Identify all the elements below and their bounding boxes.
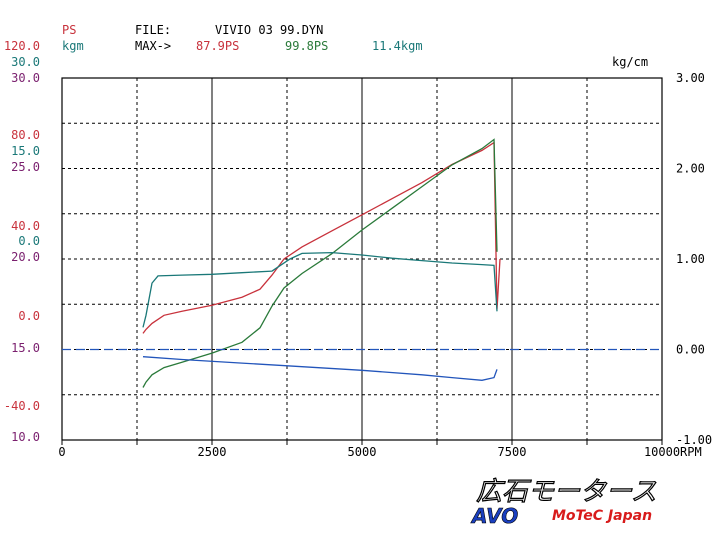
right-axis-unit: kg/cm [612,55,648,69]
boost-line [142,356,498,381]
max-ps-value: 87.9PS [196,39,239,53]
logo-avo-text: AVO [470,504,518,528]
left-tick-label: 15.0 [11,144,40,158]
right-tick-label: 3.00 [676,71,705,85]
left-tick-label: 0.0 [18,234,40,248]
left-tick-label: 10.0 [11,430,40,444]
right-tick-label: 1.00 [676,252,705,266]
left-tick-label: 40.0 [11,219,40,233]
logo-motec-text: MoTeC Japan [552,508,652,524]
file-label: FILE: [135,23,171,37]
left-tick-label: 80.0 [11,128,40,142]
green-line [142,138,498,388]
x-axis-labels: 0 2500 5000 7500 10000 [58,445,680,459]
x-tick-label: 10000 [644,445,680,459]
left-tick-label: -40.0 [4,399,40,413]
left-tick-label: 30.0 [11,55,40,69]
logo: 広石モータース AVO MoTeC Japan [470,476,658,528]
x-axis-title: RPM [680,445,702,459]
logo-japanese-text: 広石モータース [476,477,657,507]
right-tick-label: 2.00 [676,162,705,176]
ps-line [142,141,501,334]
right-axis-labels: 3.00 2.00 1.00 0.00 -1.00 [676,71,712,447]
right-tick-label: -1.00 [676,433,712,447]
kgm-line [142,251,498,328]
left-tick-label: 20.0 [11,250,40,264]
left-tick-label: 0.0 [18,309,40,323]
grid [61,77,663,445]
left-tick-label: 15.0 [11,341,40,355]
x-tick-label: 5000 [348,445,377,459]
ps-unit-label: PS [62,23,76,37]
right-tick-label: 0.00 [676,343,705,357]
left-axis-labels: 120.030.030.080.015.025.040.00.020.00.01… [4,39,40,444]
left-tick-label: 25.0 [11,160,40,174]
file-name: VIVIO 03 99.DYN [215,23,323,37]
kgm-unit-label: kgm [62,39,84,53]
left-tick-label: 120.0 [4,39,40,53]
x-tick-label: 0 [58,445,65,459]
left-tick-label: 30.0 [11,71,40,85]
x-tick-label: 2500 [198,445,227,459]
max-green-value: 99.8PS [285,39,328,53]
max-label: MAX-> [135,39,171,53]
max-kgm-value: 11.4kgm [372,39,423,53]
series-group [62,138,662,388]
x-tick-label: 7500 [498,445,527,459]
